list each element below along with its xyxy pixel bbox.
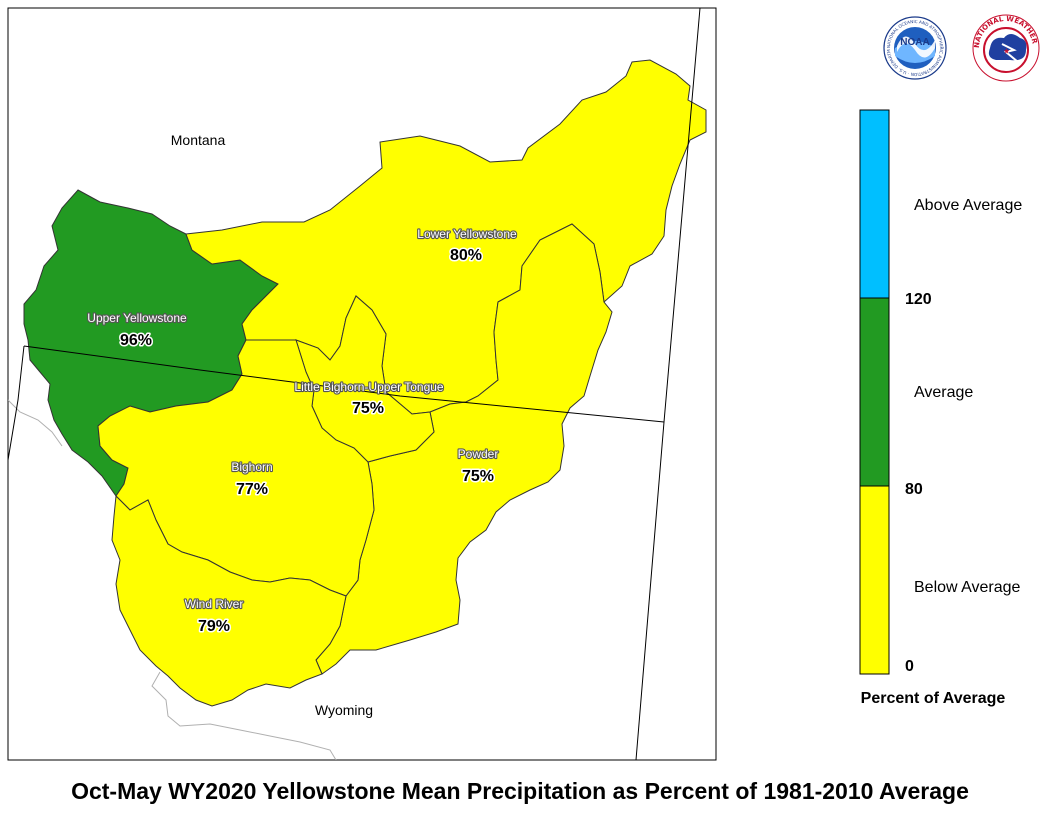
legend-title: Percent of Average — [861, 690, 1006, 707]
region-wind-river — [111, 494, 347, 707]
legend-label-below-average: Below Average — [914, 579, 1021, 596]
legend-swatch-below-average — [859, 485, 890, 675]
legend-break-0: 0 — [905, 658, 914, 675]
region-percent-wind-river: 79% — [198, 618, 230, 635]
region-percent-powder: 75% — [462, 468, 494, 485]
legend-swatch-average — [859, 297, 890, 487]
map-title: Oct-May WY2020 Yellowstone Mean Precipit… — [71, 778, 969, 804]
state-boundary-montana-wyoming — [23, 345, 665, 423]
state-label-wyoming: Wyoming — [315, 702, 373, 718]
region-percent-upper-yellowstone: 96% — [120, 332, 152, 349]
region-name-little-bighorn-upper-tongue: Little Bighorn-Upper Tongue — [294, 380, 444, 394]
neighbor-boundary — [151, 671, 337, 760]
state-label-montana: Montana — [171, 132, 226, 148]
region-name-lower-yellowstone: Lower Yellowstone — [417, 227, 517, 241]
noaa-logo-text: NOAA — [900, 37, 929, 48]
region-powder — [315, 223, 613, 675]
region-name-wind-river: Wind River — [185, 597, 244, 611]
legend-label-above-average: Above Average — [914, 197, 1022, 214]
legend-label-average: Average — [914, 384, 973, 401]
region-percent-bighorn: 77% — [236, 481, 268, 498]
legend: Above Average Average Below Average 120 … — [859, 109, 1022, 707]
region-percent-little-bighorn-upper-tongue: 75% — [352, 400, 384, 417]
state-boundary-west — [8, 345, 25, 461]
neighbor-boundary — [8, 399, 63, 447]
legend-break-80: 80 — [905, 481, 923, 498]
region-name-bighorn: Bighorn — [231, 460, 272, 474]
state-boundary-east — [635, 8, 701, 760]
legend-swatch-above-average — [859, 109, 890, 299]
legend-break-120: 120 — [905, 291, 932, 308]
region-percent-lower-yellowstone: 80% — [450, 247, 482, 264]
region-name-upper-yellowstone: Upper Yellowstone — [87, 311, 187, 325]
region-name-powder: Powder — [458, 447, 499, 461]
